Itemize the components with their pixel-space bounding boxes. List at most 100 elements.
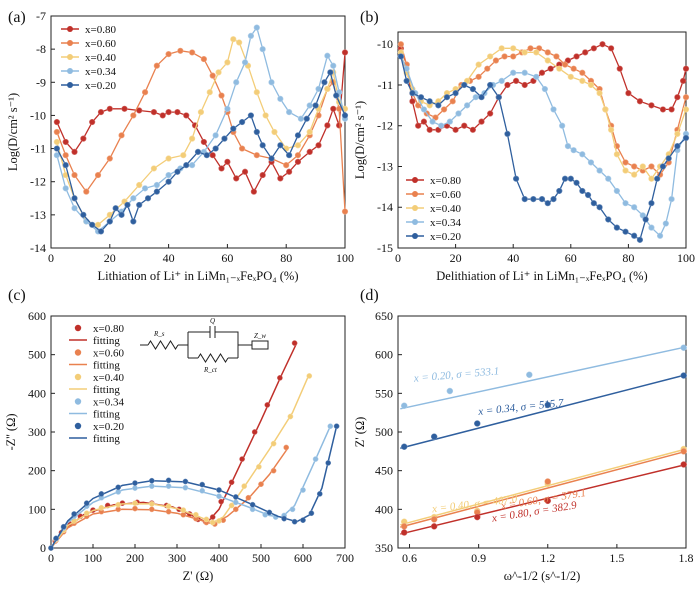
data-point bbox=[472, 94, 479, 101]
data-point bbox=[648, 102, 655, 109]
data-point bbox=[182, 484, 189, 491]
data-point bbox=[341, 112, 349, 119]
data-point bbox=[567, 73, 574, 80]
x-tick-label: 0 bbox=[48, 251, 54, 265]
data-point bbox=[648, 224, 655, 231]
data-point bbox=[212, 132, 219, 139]
data-point bbox=[501, 53, 508, 60]
data-point bbox=[232, 499, 239, 506]
data-point bbox=[83, 510, 90, 517]
data-point bbox=[277, 142, 284, 149]
data-point bbox=[224, 105, 231, 112]
data-point bbox=[98, 504, 105, 511]
data-point bbox=[251, 429, 258, 435]
legend-marker bbox=[74, 398, 82, 405]
data-point bbox=[587, 159, 595, 166]
x-tick-label: 1.2 bbox=[540, 551, 555, 565]
data-point bbox=[631, 204, 638, 211]
x-tick-label: 20 bbox=[450, 251, 462, 265]
data-point bbox=[141, 89, 149, 96]
data-point bbox=[659, 163, 667, 170]
data-point bbox=[130, 218, 137, 225]
data-point bbox=[71, 148, 78, 155]
data-point bbox=[182, 478, 189, 485]
y-tick-label: -11 bbox=[377, 78, 393, 92]
data-point bbox=[241, 59, 249, 66]
data-point bbox=[327, 69, 334, 76]
panel-a: 0 20 40 60 80 100 -14 -13 -12 -11 -10 -9 -8 -7 Lithiat… bbox=[6, 9, 354, 283]
data-point bbox=[291, 340, 298, 346]
data-point bbox=[613, 151, 620, 158]
data-point bbox=[674, 94, 681, 101]
data-point bbox=[648, 163, 655, 170]
data-point bbox=[510, 53, 517, 60]
fit-line bbox=[400, 448, 687, 526]
legend-marker bbox=[412, 233, 418, 239]
data-point bbox=[239, 145, 246, 152]
legend-label: x=0.34 bbox=[430, 217, 461, 229]
data-point bbox=[132, 500, 138, 506]
data-point bbox=[62, 185, 69, 192]
data-point bbox=[48, 545, 54, 551]
data-point bbox=[417, 94, 425, 101]
data-point bbox=[228, 502, 235, 509]
y-axis-label: Z' (Ω) bbox=[353, 417, 367, 448]
data-point bbox=[596, 90, 603, 97]
data-point bbox=[584, 191, 592, 199]
data-point bbox=[230, 125, 237, 132]
data-point bbox=[136, 201, 143, 209]
y-tick-label: 450 bbox=[375, 464, 393, 478]
plot-frame bbox=[50, 15, 346, 249]
data-point bbox=[247, 32, 255, 39]
fit-annotation: x = 0.20, σ = 533.1 bbox=[412, 365, 499, 385]
data-point bbox=[498, 45, 505, 52]
legend-label: x=0.60 bbox=[430, 189, 461, 201]
y-tick-label: 100 bbox=[28, 502, 46, 516]
data-point bbox=[98, 491, 105, 497]
data-point bbox=[495, 94, 502, 101]
data-point bbox=[656, 232, 664, 239]
data-point bbox=[430, 523, 438, 530]
legend-label: x=0.80 bbox=[93, 323, 124, 335]
data-point bbox=[538, 195, 546, 203]
legend-fit-label: fitting bbox=[93, 433, 120, 445]
data-point bbox=[553, 53, 560, 60]
data-point bbox=[209, 152, 216, 159]
data-point bbox=[478, 118, 485, 125]
data-point bbox=[294, 132, 302, 139]
panel-c: 0 100 200 300 400 500 600 700 0 100 200 300 400 500 60… bbox=[4, 287, 354, 583]
data-point bbox=[115, 484, 122, 491]
data-point bbox=[324, 85, 331, 93]
data-point bbox=[71, 171, 78, 179]
y-tick-label: -14 bbox=[30, 241, 46, 255]
fit-line bbox=[50, 447, 289, 549]
data-point bbox=[83, 500, 90, 506]
data-point bbox=[544, 401, 552, 409]
y-axis-label: Log(D/cm² s⁻¹) bbox=[353, 101, 367, 179]
data-point bbox=[165, 503, 172, 510]
y-tick-label: -14 bbox=[377, 200, 393, 214]
data-point bbox=[596, 167, 603, 174]
data-point bbox=[216, 518, 222, 524]
data-point bbox=[680, 448, 687, 455]
data-point bbox=[639, 163, 646, 170]
data-point bbox=[233, 79, 240, 86]
data-point bbox=[144, 195, 152, 202]
data-point bbox=[259, 142, 266, 149]
x-tick-label: 80 bbox=[622, 251, 634, 265]
panel-label: (d) bbox=[360, 287, 379, 304]
data-point bbox=[241, 168, 249, 175]
data-point bbox=[674, 130, 681, 137]
y-tick-label: -7 bbox=[36, 9, 46, 23]
circuit-parallel bbox=[187, 326, 252, 363]
data-point bbox=[680, 77, 687, 85]
data-point bbox=[136, 181, 143, 189]
data-point bbox=[648, 200, 655, 207]
data-point bbox=[150, 109, 157, 116]
data-point bbox=[674, 143, 681, 150]
data-point bbox=[253, 89, 260, 96]
data-point bbox=[587, 81, 595, 89]
data-point bbox=[294, 152, 302, 159]
data-point bbox=[132, 485, 138, 491]
data-point bbox=[573, 179, 580, 186]
